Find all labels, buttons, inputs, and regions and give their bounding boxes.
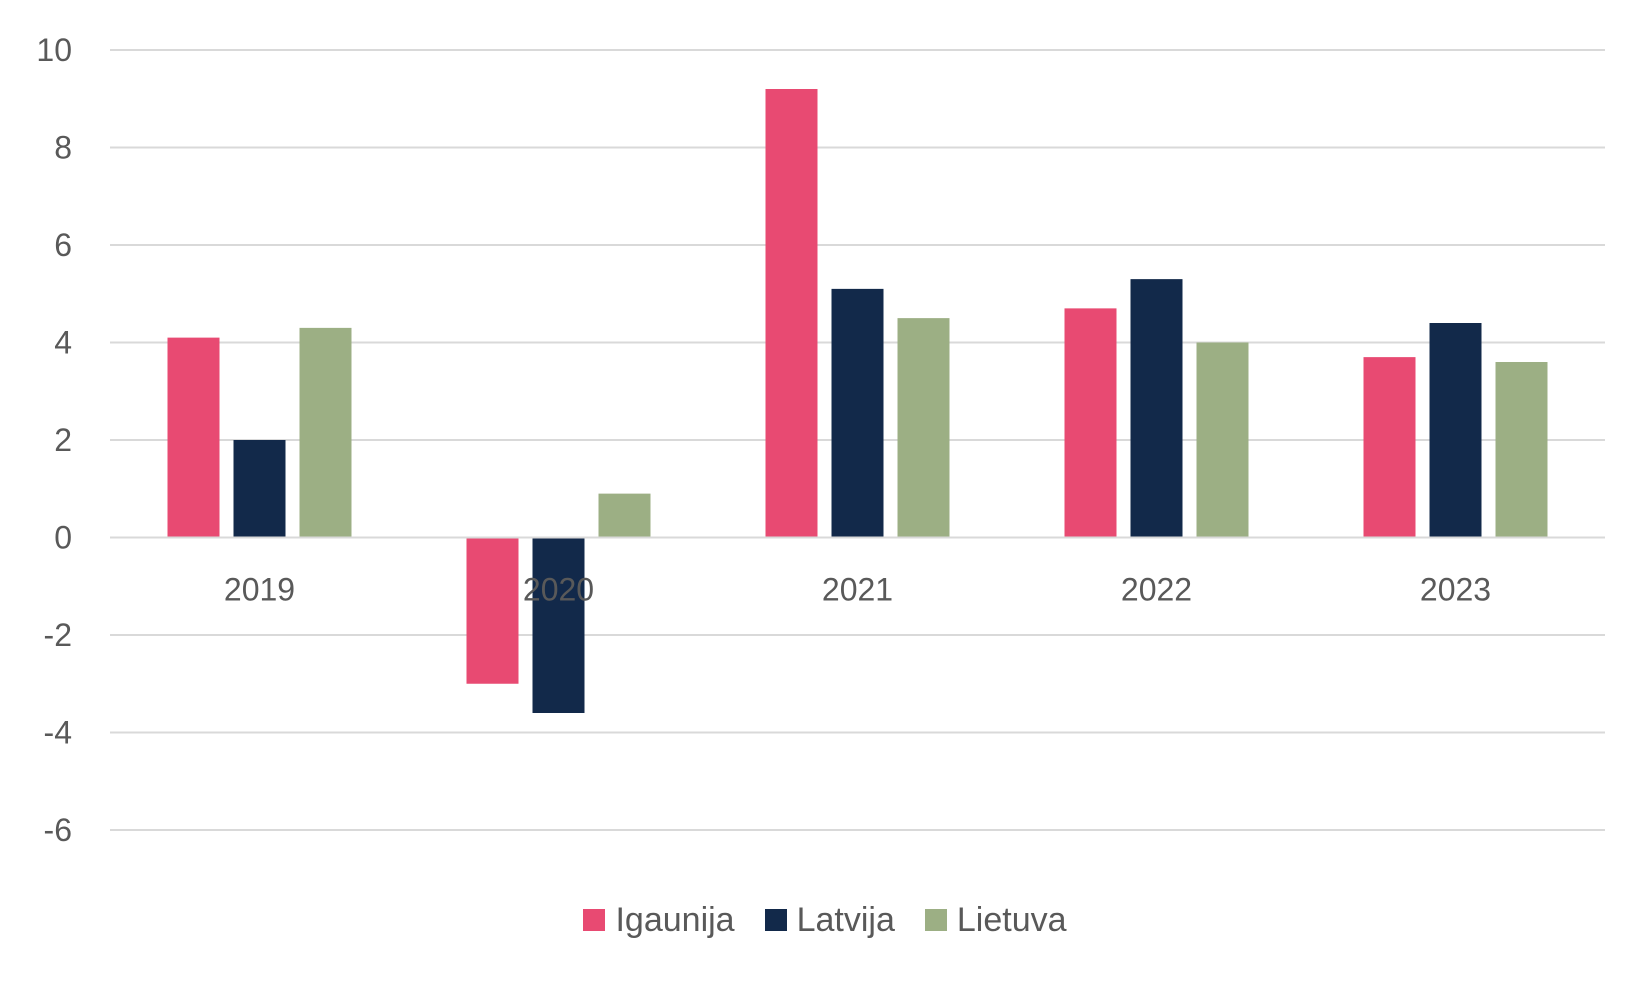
- legend-swatch: [924, 909, 947, 931]
- y-tick-label: -4: [44, 715, 72, 751]
- y-tick-label: 2: [54, 422, 72, 458]
- x-tick-label: 2022: [1121, 572, 1192, 608]
- y-tick-label: -2: [44, 617, 72, 653]
- x-axis: 2019 2020 2021 2022 2023: [224, 572, 1491, 608]
- y-tick-label: 10: [36, 32, 72, 68]
- bar-igaunija-2022: [1064, 308, 1117, 538]
- legend-item-lietuva: Lietuva: [924, 900, 1067, 940]
- bar-lietuva-2019: [299, 327, 352, 538]
- bar-lietuva-2021: [897, 318, 950, 538]
- bar-igaunija-2019: [167, 337, 220, 538]
- legend-label: Latvija: [796, 900, 895, 939]
- bar-lietuva-2020: [598, 493, 651, 538]
- y-tick-label: 0: [54, 520, 72, 556]
- legend: Igaunija Latvija Lietuva: [0, 898, 1650, 942]
- x-tick-label: 2021: [822, 572, 893, 608]
- bar-igaunija-2023: [1363, 357, 1416, 538]
- legend-label: Lietuva: [956, 900, 1067, 939]
- bars: [110, 89, 1605, 713]
- legend-swatch: [583, 909, 606, 931]
- bar-latvija-2022: [1130, 279, 1183, 538]
- y-tick-label: 4: [54, 325, 72, 361]
- legend-swatch: [764, 909, 787, 931]
- y-axis: 10 8 6 4 2 0 -2 -4 -6: [36, 32, 72, 848]
- x-tick-label: 2023: [1420, 572, 1491, 608]
- bar-latvija-2019: [233, 440, 286, 538]
- x-tick-label: 2020: [523, 572, 594, 608]
- bar-latvija-2020: [532, 537, 585, 713]
- x-tick-label: 2019: [224, 572, 295, 608]
- y-tick-label: 8: [54, 130, 72, 166]
- bar-igaunija-2021: [765, 89, 818, 538]
- bar-igaunija-2020: [466, 537, 519, 684]
- y-tick-label: -6: [44, 812, 72, 848]
- legend-label: Igaunija: [615, 900, 735, 939]
- legend-item-igaunija: Igaunija: [583, 900, 735, 940]
- bar-latvija-2021: [831, 288, 884, 538]
- bar-lietuva-2022: [1196, 342, 1249, 538]
- bar-lietuva-2023: [1495, 362, 1548, 538]
- y-tick-label: 6: [54, 227, 72, 263]
- legend-item-latvija: Latvija: [764, 900, 895, 940]
- bar-latvija-2023: [1429, 323, 1482, 538]
